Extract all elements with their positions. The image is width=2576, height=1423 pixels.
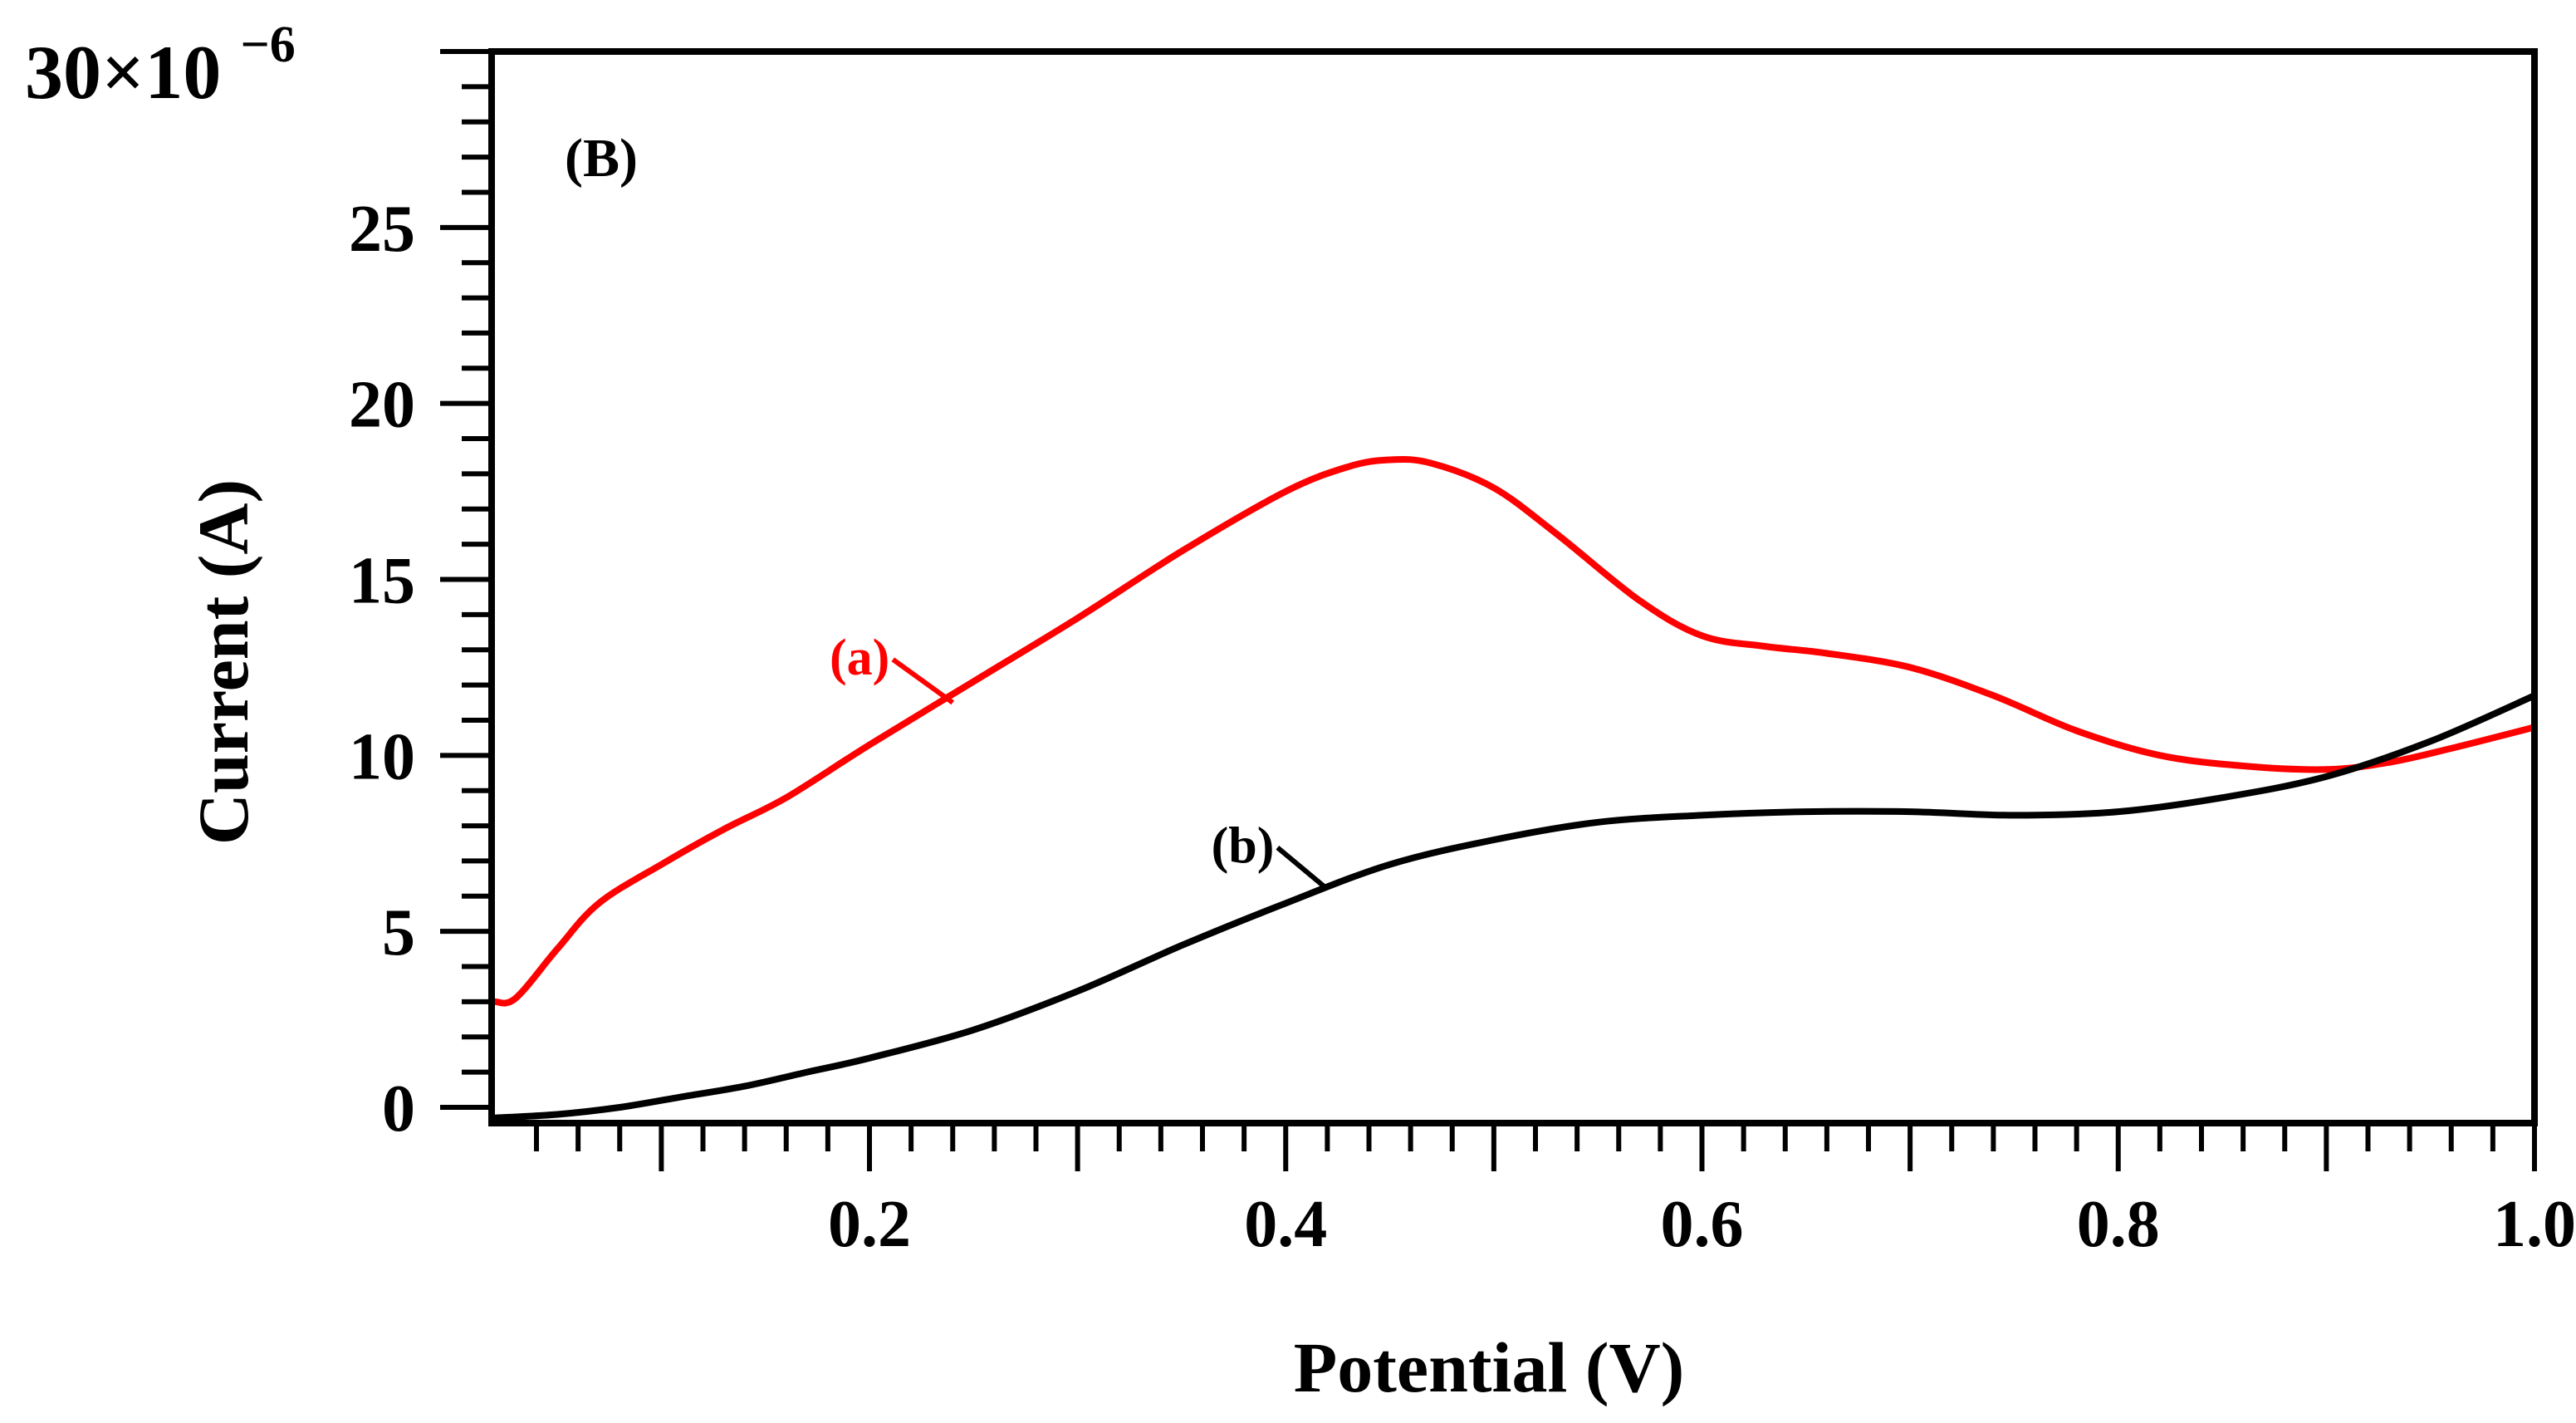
y-axis-title: Current (A)	[184, 479, 263, 845]
y-tick-label: 20	[349, 369, 415, 442]
y-axis-scale-exponent: −6	[240, 17, 295, 73]
y-tick-label: 25	[349, 193, 415, 266]
y-axis-scale-base: 30×10	[25, 30, 221, 115]
y-tick-label: 10	[349, 720, 415, 793]
panel-label: (B)	[565, 128, 638, 189]
y-tick-label: 5	[382, 896, 415, 969]
y-axis-scale-label: 30×10 −6	[25, 17, 296, 115]
labels-layer: 0 5 10 15 20 25 0.2 0.4 0.6 0.8 1.0 (a) (b)	[349, 193, 2576, 1261]
series-b-leader	[1276, 846, 1330, 891]
y-tick-label: 15	[349, 545, 415, 618]
y-tick-label: 0	[382, 1072, 415, 1146]
x-tick-label: 0.2	[828, 1188, 911, 1261]
plot-frame	[488, 48, 2538, 1126]
series-a-leader	[891, 657, 955, 705]
x-axis-title: Potential (V)	[1294, 1327, 1684, 1407]
curves-layer	[491, 455, 2538, 1121]
series-a-label: (a)	[830, 630, 889, 686]
series-a-line	[491, 455, 2538, 1007]
series-b-label: (b)	[1212, 817, 1275, 874]
series-b-line	[491, 692, 2538, 1121]
x-tick-label: 1.0	[2493, 1188, 2576, 1261]
x-tick-label: 0.6	[1661, 1188, 1744, 1261]
ticks-layer	[440, 49, 2537, 1171]
x-tick-label: 0.8	[2077, 1188, 2160, 1261]
x-tick-label: 0.4	[1244, 1188, 1327, 1261]
